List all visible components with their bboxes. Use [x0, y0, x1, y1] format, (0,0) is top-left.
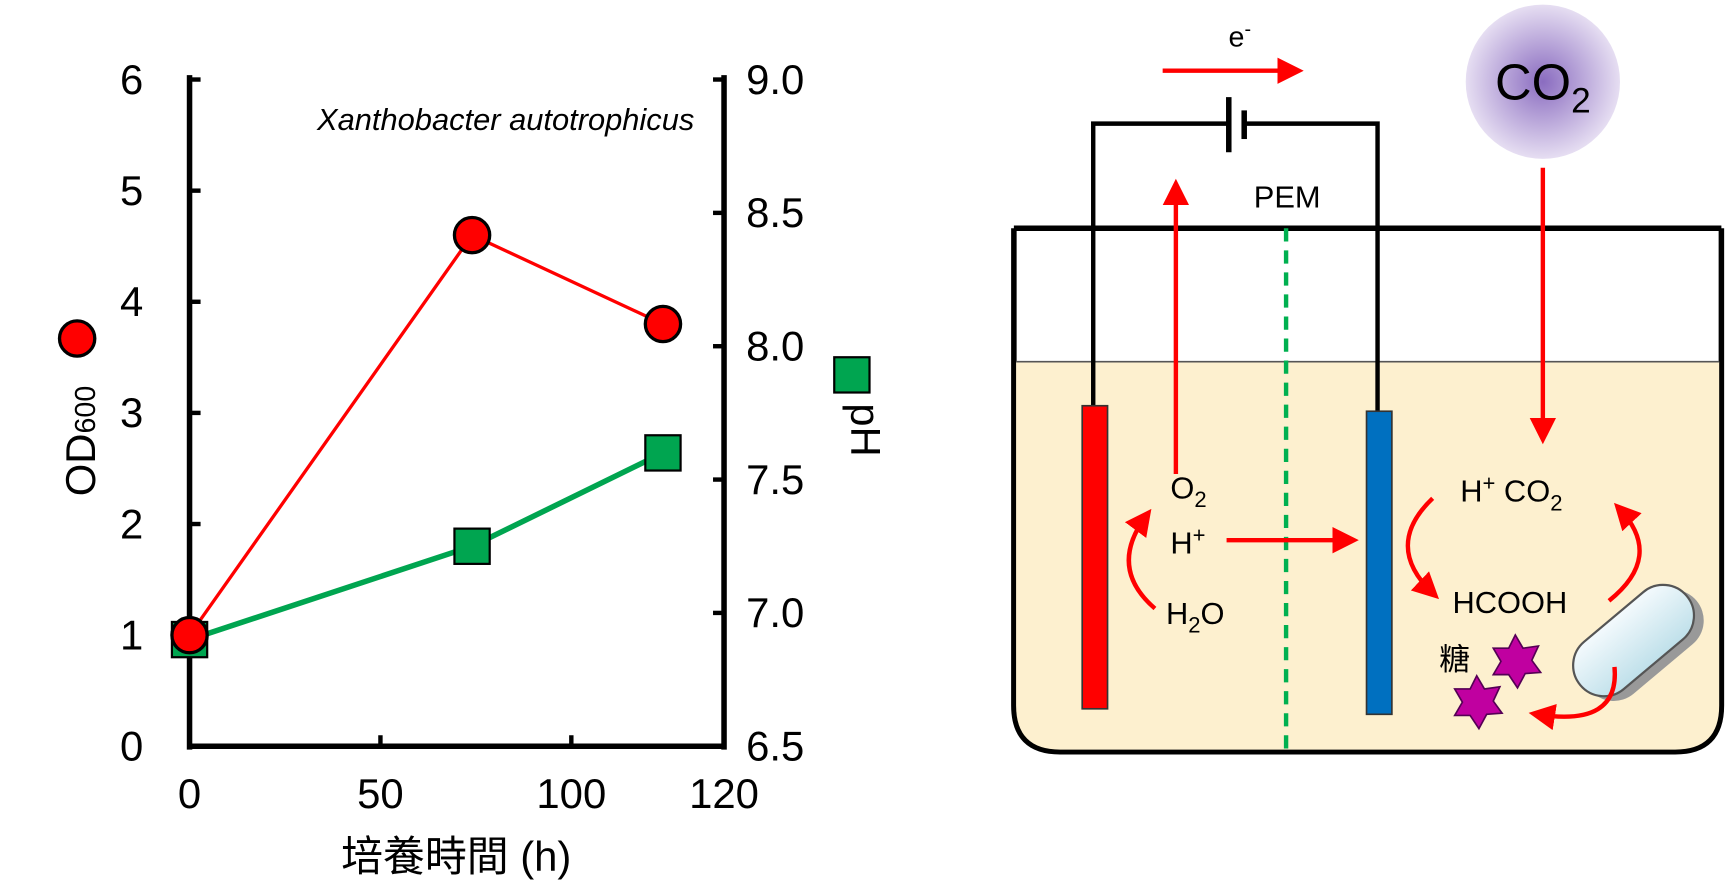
- h2o-h: H: [1166, 596, 1188, 631]
- y-tick-label: 6: [120, 56, 143, 103]
- h2o-o: O: [1201, 596, 1225, 631]
- co2-sub: 2: [1550, 490, 1562, 515]
- chart-title: Xanthobacter autotrophicus: [316, 102, 694, 137]
- data-point: [454, 217, 489, 252]
- electron-label: e-: [1229, 18, 1252, 53]
- y2-axis-label: pH: [842, 403, 889, 457]
- series-line: [190, 235, 663, 635]
- y2-tick-label: 7.5: [746, 456, 804, 503]
- legend-marker: [834, 357, 869, 392]
- y2-tick-label: 8.5: [746, 189, 804, 236]
- y-axis-label: OD600: [57, 386, 104, 497]
- y2-tick-label: 9.0: [746, 56, 804, 103]
- h-sup: +: [1193, 522, 1206, 547]
- chart: Xanthobacter autotrophicus 培養時間 (h) OD60…: [57, 56, 889, 880]
- x-axis-label: 培養時間 (h): [341, 833, 571, 880]
- y-axis-label-sub: 600: [70, 386, 102, 434]
- o2-sub: 2: [1194, 487, 1206, 512]
- data-point: [645, 306, 680, 341]
- electron-text: e: [1229, 21, 1245, 53]
- y2-tick-label: 7.0: [746, 589, 804, 636]
- y-tick-label: 5: [120, 167, 143, 214]
- x-tick-label: 120: [689, 770, 759, 817]
- data-point: [645, 435, 680, 470]
- y-tick-label: 0: [120, 723, 143, 770]
- formic-acid-label: HCOOH: [1452, 585, 1567, 620]
- x-tick-label: 100: [536, 770, 606, 817]
- co2-sub: 2: [1571, 82, 1591, 121]
- data-point: [454, 529, 489, 564]
- y-axis-label-main: OD: [57, 434, 104, 497]
- membrane-label: PEM: [1254, 179, 1321, 214]
- h-text: H: [1460, 474, 1482, 509]
- y-tick-label: 1: [120, 611, 143, 658]
- figure: Xanthobacter autotrophicus 培養時間 (h) OD60…: [0, 0, 1728, 882]
- co2-text: CO: [1495, 474, 1550, 509]
- diagram: e- CO2 PEM O2 H+ H2O H+ CO2 HCOOH 糖: [1014, 5, 1722, 754]
- h-sup: +: [1482, 471, 1495, 496]
- o2-text: O: [1170, 470, 1194, 505]
- sugar-label: 糖: [1439, 642, 1470, 677]
- y2-tick-label: 8.0: [746, 323, 804, 370]
- h-text: H: [1170, 525, 1192, 560]
- x-tick-label: 50: [357, 770, 404, 817]
- anode: [1082, 406, 1107, 709]
- y-tick-label: 2: [120, 500, 143, 547]
- x-tick-label: 0: [178, 770, 201, 817]
- h2o-sub: 2: [1188, 613, 1200, 638]
- data-point: [172, 618, 207, 653]
- y-tick-label: 3: [120, 389, 143, 436]
- y2-tick-label: 6.5: [746, 723, 804, 770]
- cathode: [1367, 411, 1392, 714]
- legend-marker: [60, 321, 95, 356]
- page: Xanthobacter autotrophicus 培養時間 (h) OD60…: [0, 0, 1728, 882]
- co2-text: CO: [1495, 53, 1571, 110]
- y-tick-label: 4: [120, 278, 143, 325]
- electron-sup: -: [1244, 18, 1251, 40]
- series-line: [190, 453, 663, 640]
